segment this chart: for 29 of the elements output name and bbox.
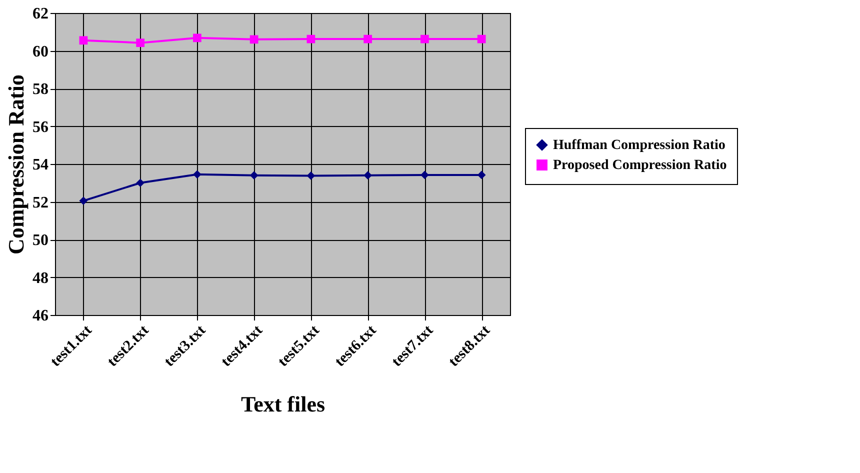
y-tick-label: 48 (32, 270, 48, 287)
point (306, 34, 316, 44)
y-tick-label: 46 (32, 308, 48, 324)
point (364, 34, 372, 44)
point (136, 38, 144, 48)
y-axis-title: Compression Ratio (4, 74, 28, 254)
y-tick-label: 62 (32, 6, 48, 22)
legend-label: Huffman Compression Ratio (553, 138, 726, 153)
point (193, 170, 202, 179)
y-tick-label: 56 (32, 118, 48, 136)
y-tick-label: 60 (32, 43, 48, 60)
point (477, 34, 486, 44)
x-axis-title: Text files (240, 391, 326, 416)
point (250, 171, 258, 180)
point (193, 34, 202, 42)
legend-label: Proposed Compression Ratio (553, 158, 727, 173)
point (306, 172, 316, 180)
point (79, 36, 88, 45)
point (420, 170, 429, 180)
y-tick-label: 58 (32, 81, 48, 98)
point (136, 178, 144, 188)
point (250, 35, 258, 44)
point (477, 170, 486, 180)
point (79, 196, 88, 205)
y-tick-label: 54 (32, 156, 48, 174)
point (364, 171, 372, 180)
y-tick-label: 50 (32, 232, 48, 249)
y-tick-label: 52 (32, 194, 48, 212)
point (420, 34, 429, 44)
